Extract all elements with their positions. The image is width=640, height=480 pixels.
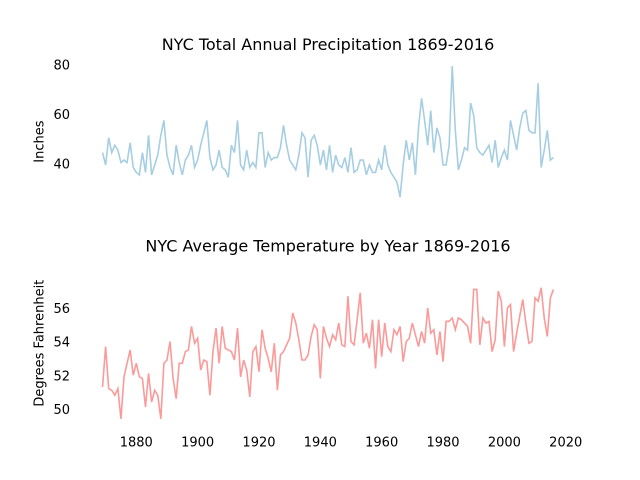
y-tick-label: 40 — [53, 157, 70, 172]
y-axis-label: Degrees Fahrenheit — [33, 280, 48, 407]
y-tick-label: 80 — [53, 59, 70, 74]
y-tick-label: 50 — [53, 403, 70, 418]
y-tick-label: 56 — [53, 302, 70, 317]
x-tick-label: 1880 — [120, 436, 153, 451]
y-tick-label: 52 — [53, 369, 70, 384]
x-tick-label: 2020 — [549, 436, 582, 451]
data-line — [101, 287, 555, 419]
y-tick-label: 60 — [53, 108, 70, 123]
x-tick-label: 1900 — [181, 436, 214, 451]
x-tick-label: 1960 — [365, 436, 398, 451]
y-tick-label: 54 — [53, 336, 70, 351]
x-tick-label: 1940 — [304, 436, 337, 451]
x-tick-label: 2000 — [488, 436, 521, 451]
y-axis-label: Inches — [33, 120, 48, 162]
x-tick-label: 1980 — [426, 436, 459, 451]
data-line — [101, 65, 554, 198]
chart-title: NYC Total Annual Precipitation 1869-2016 — [162, 35, 495, 54]
chart-title: NYC Average Temperature by Year 1869-201… — [145, 237, 510, 256]
x-tick-label: 1920 — [242, 436, 275, 451]
